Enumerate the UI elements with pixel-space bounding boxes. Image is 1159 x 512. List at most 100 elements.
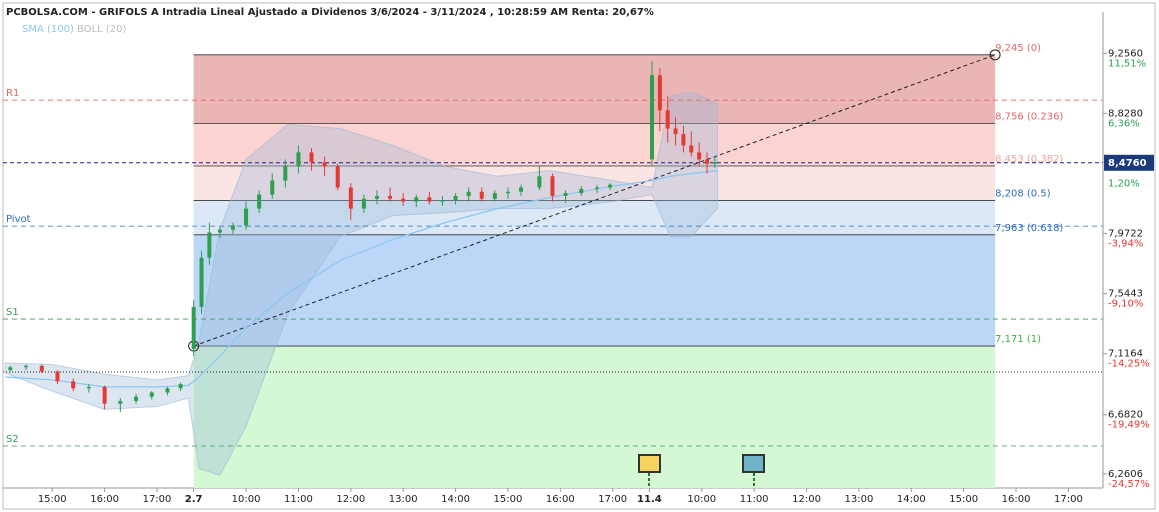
candle-body: [608, 184, 613, 188]
candle-body: [650, 75, 654, 160]
candle-body: [375, 195, 379, 199]
chart-title: PCBOLSA.COM - GRIFOLS A Intradia Lineal …: [6, 7, 654, 18]
plot-area: 9,245 (0) 8,756 (0.236) 8,453 (0.382) 8,208…: [3, 43, 1154, 505]
candle-body: [230, 225, 235, 230]
candle-body: [348, 187, 353, 209]
candle-body: [335, 166, 340, 188]
fib-label: 7,171 (1): [995, 334, 1041, 345]
fib-label: 7,963 (0.618): [995, 223, 1063, 234]
y2-tick-label: 11,51%: [1108, 58, 1146, 69]
candle-body: [563, 193, 568, 196]
fib-zone: [193, 346, 996, 488]
fib-label: 8,208 (0.5): [995, 188, 1051, 199]
last-price-label: 8,4760: [1108, 158, 1147, 169]
x-tick-label: 10:00: [687, 494, 716, 505]
candle-body: [39, 365, 44, 372]
y2-tick-label: -19,49%: [1108, 420, 1150, 431]
x-tick-label: 16:00: [546, 494, 575, 505]
y-tick-label: 7,9722: [1108, 229, 1143, 240]
candle-body: [401, 198, 406, 202]
candle-body: [673, 128, 678, 135]
x-tick-label: 14:00: [441, 494, 470, 505]
pivot-label: S2: [6, 434, 19, 445]
candle-body: [466, 191, 471, 196]
y-tick-label: 9,2560: [1108, 48, 1143, 59]
candle-body: [71, 381, 76, 389]
y-tick-label: 6,2606: [1108, 469, 1143, 480]
x-tick-label: 10:00: [232, 494, 261, 505]
candle-body: [257, 194, 262, 209]
candle-body: [102, 386, 107, 404]
candle-body: [505, 191, 510, 194]
candle-body: [705, 159, 709, 164]
pivot-label: S1: [6, 307, 19, 318]
candle-body: [270, 180, 275, 195]
candle-body: [697, 152, 702, 160]
fib-zone: [193, 200, 996, 235]
candle-body: [427, 197, 432, 202]
candle-body: [595, 187, 599, 189]
x-tick-label: 14:00: [897, 494, 926, 505]
candle-body: [149, 392, 154, 397]
pivot-label: R1: [6, 88, 19, 99]
candle-body: [296, 152, 301, 167]
candle-body: [657, 75, 662, 111]
legend-sma: SMA (100): [22, 24, 74, 35]
x-tick-label: 17:00: [143, 494, 172, 505]
candle-body: [24, 365, 29, 368]
x-tick-label: 16:00: [1002, 494, 1031, 505]
x-tick-label: 11.4: [637, 494, 662, 505]
candle-body: [519, 187, 524, 192]
candle-body: [199, 257, 204, 307]
event-icon: [638, 454, 765, 488]
candle-body: [712, 162, 717, 164]
candle-body: [118, 400, 123, 404]
candle-body: [134, 396, 139, 401]
x-tick-label: 13:00: [844, 494, 873, 505]
x-tick-label: 17:00: [1054, 494, 1083, 505]
x-tick-label: 11:00: [740, 494, 769, 505]
candle-body: [55, 371, 60, 382]
x-tick-label: 15:00: [949, 494, 978, 505]
fib-label: 8,756 (0.236): [995, 111, 1063, 122]
candle-body: [244, 208, 249, 226]
y-tick-label: 7,1164: [1108, 349, 1143, 360]
y2-tick-label: -24,57%: [1108, 479, 1150, 490]
candle-body: [283, 166, 288, 181]
x-tick-label: 16:00: [90, 494, 119, 505]
candle-body: [86, 386, 91, 389]
fib-zone: [193, 234, 996, 347]
y2-tick-label: -3,94%: [1108, 238, 1143, 249]
last-price-box: [1104, 154, 1154, 171]
x-tick-label: 11:00: [284, 494, 313, 505]
candle-body: [689, 145, 694, 153]
candle-body: [579, 188, 584, 194]
candle-body: [479, 191, 484, 199]
fib-label: 8,453 (0.382): [995, 154, 1063, 165]
fib-zone: [193, 54, 996, 124]
candle-body: [492, 193, 497, 199]
y2-tick-label: -14,25%: [1108, 358, 1150, 369]
y2-tick-label: -9,10%: [1108, 298, 1143, 309]
x-tick-label: 15:00: [38, 494, 67, 505]
candle-body: [322, 162, 327, 167]
x-tick-label: 13:00: [389, 494, 418, 505]
candle-body: [178, 384, 183, 389]
y-tick-label: 7,5443: [1108, 289, 1143, 300]
trend-line: [193, 54, 996, 347]
y-tick-label: 6,6820: [1108, 410, 1143, 421]
candle-body: [550, 176, 555, 196]
candle-body: [191, 306, 196, 349]
y2-tick-label: 6,36%: [1108, 118, 1140, 129]
candle-body: [537, 176, 542, 188]
fib-zone: [193, 166, 996, 201]
fib-zone: [193, 123, 996, 167]
candle-body: [165, 388, 170, 393]
candle-body: [361, 198, 366, 209]
y-tick-label: 8,8280: [1108, 108, 1143, 119]
candle-body: [8, 367, 13, 371]
x-tick-label: 15:00: [494, 494, 523, 505]
candle-body: [453, 195, 458, 201]
trend-anchor: [989, 49, 1001, 61]
